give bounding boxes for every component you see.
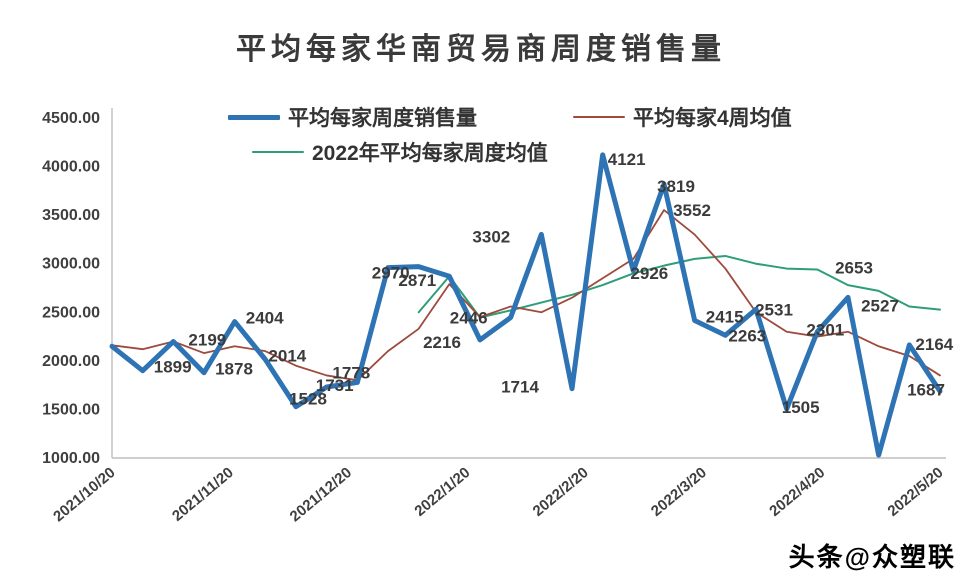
legend-line-swatch-2022-avg bbox=[252, 151, 304, 153]
point-label: 1731 bbox=[316, 376, 354, 395]
y-tick-label: 4500.00 bbox=[42, 110, 100, 127]
point-label: 2871 bbox=[398, 271, 436, 290]
y-tick-label: 1000.00 bbox=[42, 450, 100, 467]
point-label: 2527 bbox=[861, 297, 899, 316]
point-label: 1714 bbox=[501, 378, 539, 397]
point-label: 1528 bbox=[289, 390, 327, 409]
legend-label-2022-avg: 2022年平均每家周度均值 bbox=[312, 142, 548, 165]
point-label: 2263 bbox=[728, 326, 766, 345]
point-label: 2415 bbox=[706, 308, 744, 327]
point-label: 2926 bbox=[630, 264, 668, 283]
x-tick-label: 2022/3/20 bbox=[648, 464, 710, 520]
y-tick-label: 2000.00 bbox=[42, 353, 100, 370]
weekly-line bbox=[109, 152, 943, 458]
point-label: 2970 bbox=[372, 264, 410, 283]
avg4week-line bbox=[111, 209, 941, 382]
legend-label-weekly: 平均每家周度销售量 bbox=[288, 107, 477, 130]
point-label: 2653 bbox=[835, 258, 873, 277]
legend-item-2022-avg: 2022年平均每家周度均值 bbox=[252, 137, 548, 167]
x-tick-label: 2022/2/20 bbox=[530, 464, 592, 520]
legend-line-swatch-4week-avg bbox=[573, 116, 625, 118]
legend-label-4week-avg: 平均每家4周均值 bbox=[633, 107, 792, 130]
x-tick-label: 2021/12/20 bbox=[287, 464, 355, 525]
y-tick-label: 2500.00 bbox=[42, 304, 100, 321]
watermark: 头条@众塑联 bbox=[788, 542, 956, 572]
y-tick-label: 4000.00 bbox=[42, 159, 100, 176]
x-tick-label: 2022/1/20 bbox=[411, 464, 473, 520]
y-tick-label: 3500.00 bbox=[42, 207, 100, 224]
legend-row-2: 2022年平均每家周度均值 bbox=[252, 137, 548, 167]
point-label: 2531 bbox=[755, 300, 793, 319]
point-label: 2216 bbox=[423, 333, 461, 352]
legend-item-4week-avg: 平均每家4周均值 bbox=[573, 102, 792, 132]
point-label: 2446 bbox=[450, 309, 488, 328]
x-tick-label: 2021/11/20 bbox=[169, 464, 237, 525]
point-label: 1778 bbox=[332, 363, 370, 382]
point-label: 2164 bbox=[915, 335, 953, 354]
x-tick-label: 2021/10/20 bbox=[50, 464, 118, 525]
point-label: 1899 bbox=[154, 358, 192, 377]
legend-item-weekly-sales: 平均每家周度销售量 bbox=[228, 102, 477, 132]
legend-line-swatch-weekly bbox=[228, 114, 280, 120]
point-label: 4121 bbox=[608, 150, 646, 169]
y-tick-label: 3000.00 bbox=[42, 256, 100, 273]
point-label: 1505 bbox=[782, 398, 820, 417]
point-label: 2404 bbox=[246, 309, 284, 328]
x-tick-label: 2022/5/20 bbox=[885, 464, 947, 520]
point-label: 2199 bbox=[188, 331, 226, 350]
point-label: 2014 bbox=[268, 346, 306, 365]
y-tick-label: 1500.00 bbox=[42, 401, 100, 418]
point-label: 1878 bbox=[215, 360, 253, 379]
point-label: 3552 bbox=[673, 201, 711, 220]
point-label: 3819 bbox=[657, 177, 695, 196]
legend-row-1: 平均每家周度销售量 平均每家4周均值 bbox=[228, 102, 792, 132]
point-label: 2301 bbox=[806, 321, 844, 340]
chart-title: 平均每家华南贸易商周度销售量 bbox=[236, 33, 726, 66]
point-label: 3302 bbox=[472, 227, 510, 246]
x-tick-label: 2022/4/20 bbox=[766, 464, 828, 520]
point-label: 1687 bbox=[907, 380, 945, 399]
